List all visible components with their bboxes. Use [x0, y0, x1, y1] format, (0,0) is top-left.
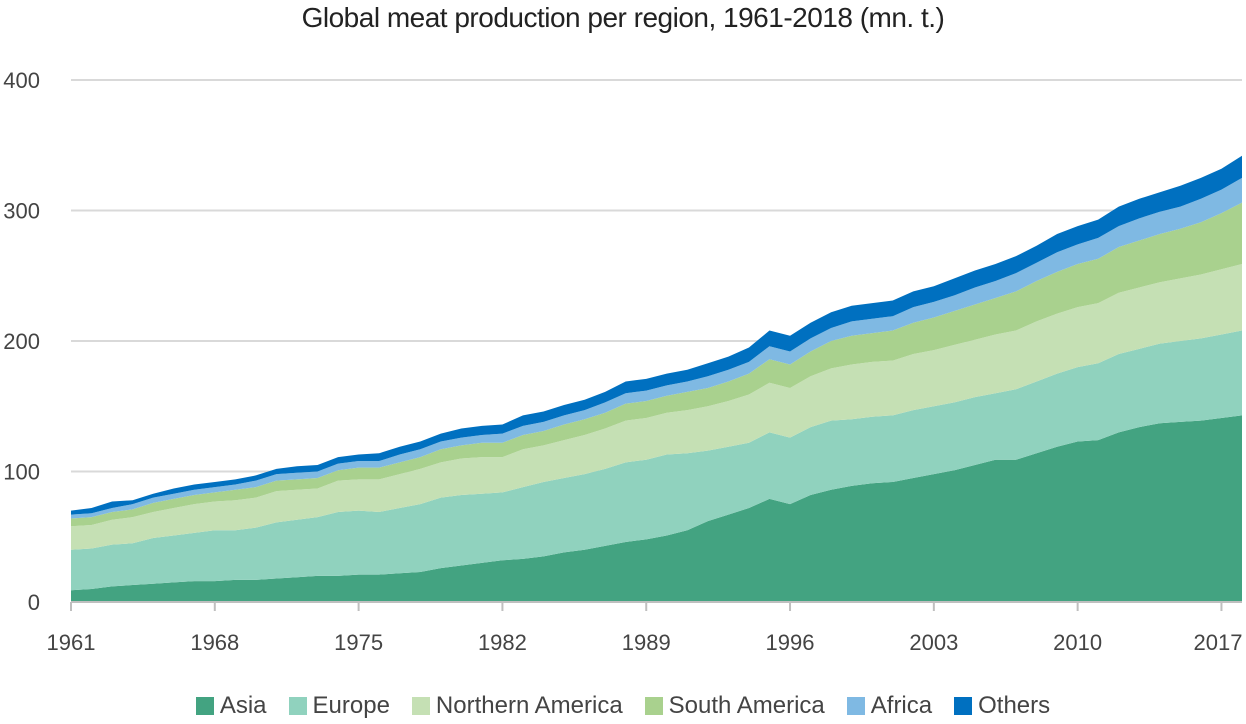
legend-item-europe: Europe: [288, 692, 390, 720]
area-asia: [71, 415, 1242, 602]
area-northern-america: [71, 264, 1242, 550]
x-tick-label-1961: 1961: [47, 630, 96, 655]
x-axis-tick-labels: 1961 1968 1975 1982 1989 1996 2003 2010 2017: [47, 630, 1243, 655]
legend-label: Asia: [219, 692, 267, 719]
legend-item-northern-america: Northern America: [411, 692, 623, 720]
x-tick-label-1989: 1989: [622, 630, 671, 655]
legend: Asia Europe Northern America South America A…: [0, 692, 1246, 720]
x-tick-label-1968: 1968: [190, 630, 239, 655]
y-axis-tick-labels: 0 100 200 300 400: [3, 68, 40, 615]
legend-swatch: [644, 697, 663, 715]
area-europe: [71, 330, 1242, 591]
x-axis: [70, 601, 1242, 611]
legend-swatch: [846, 697, 865, 715]
legend-label: Others: [978, 692, 1051, 719]
legend-label: Africa: [870, 692, 933, 719]
legend-swatch: [954, 697, 973, 715]
x-tick-label-1982: 1982: [478, 630, 527, 655]
legend-item-africa: Africa: [846, 692, 933, 720]
y-tick-label-200: 200: [3, 329, 40, 354]
legend-swatch: [195, 697, 214, 715]
x-tick-label-1975: 1975: [334, 630, 383, 655]
y-tick-label-0: 0: [28, 590, 40, 615]
legend-swatch: [411, 697, 430, 715]
legend-swatch: [288, 697, 307, 715]
legend-item-others: Others: [954, 692, 1050, 720]
legend-label: South America: [668, 692, 825, 719]
legend-label: Europe: [312, 692, 390, 719]
x-tick-label-2017: 2017: [1194, 630, 1243, 655]
legend-item-asia: Asia: [195, 692, 267, 720]
area-series-group: [71, 155, 1242, 602]
legend-label: Northern America: [435, 692, 623, 719]
y-tick-label-300: 300: [3, 199, 40, 224]
legend-item-south-america: South America: [644, 692, 825, 720]
x-tick-label-2003: 2003: [909, 630, 958, 655]
x-tick-label-1996: 1996: [766, 630, 815, 655]
y-tick-label-100: 100: [3, 460, 40, 485]
y-tick-label-400: 400: [3, 68, 40, 93]
chart-title: Global meat production per region, 1961-…: [301, 2, 945, 33]
x-tick-label-2010: 2010: [1053, 630, 1102, 655]
